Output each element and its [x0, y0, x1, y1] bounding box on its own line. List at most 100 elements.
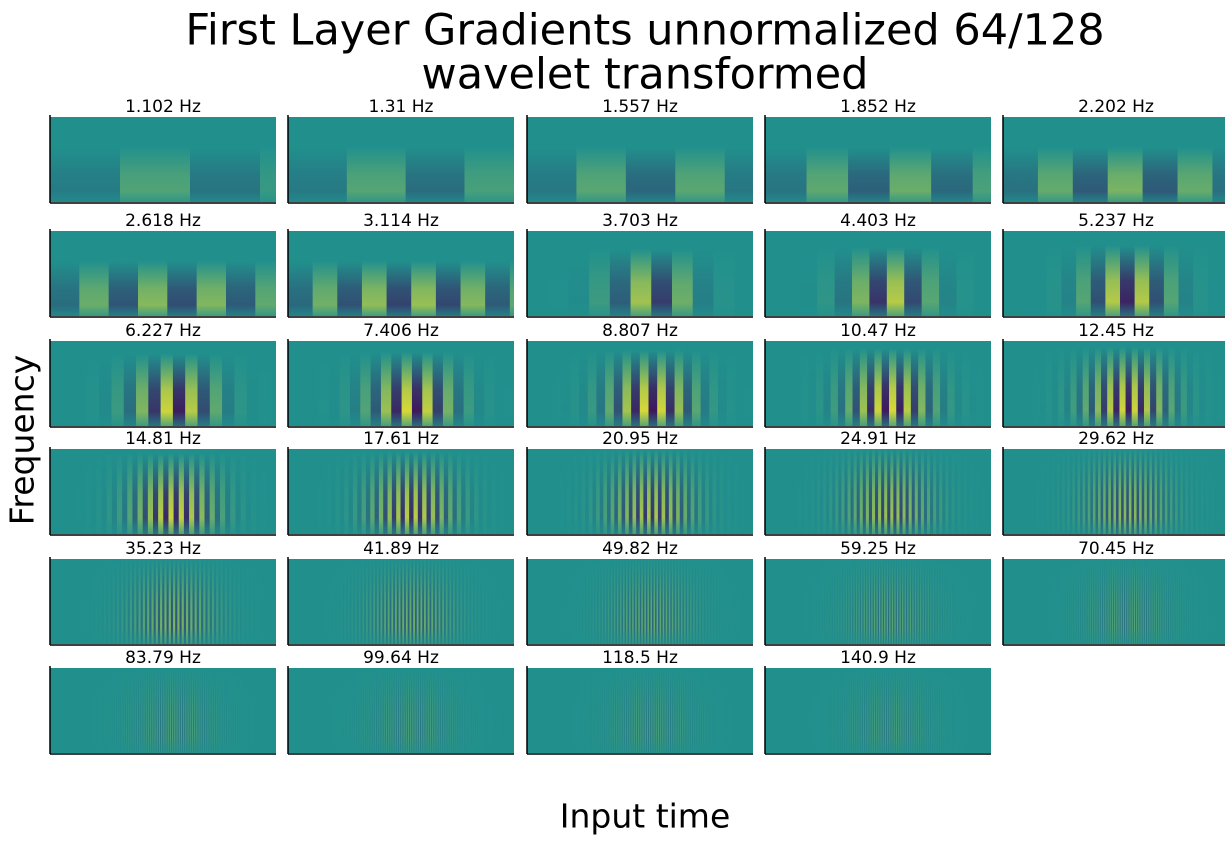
heatmap-stripe — [970, 449, 973, 534]
heatmap-stripe — [793, 559, 794, 644]
heatmap-stripe — [1046, 559, 1047, 644]
heatmap-stripe — [1026, 449, 1029, 534]
heatmap-stripe — [621, 668, 623, 753]
heatmap-stripe — [1113, 559, 1115, 644]
heatmap-stripe — [207, 668, 209, 753]
heatmap-stripe — [633, 668, 635, 753]
heatmap-stripe — [1144, 559, 1146, 644]
heatmap-stripe — [357, 451, 362, 534]
heatmap-panel — [49, 339, 276, 428]
heatmap-stripe — [796, 668, 797, 753]
heatmap-stripe — [871, 449, 876, 534]
heatmap-stripe — [491, 452, 495, 534]
heatmap-stripe — [734, 559, 736, 644]
heatmap-stripe — [134, 559, 137, 644]
heatmap-stripe — [417, 451, 423, 534]
heatmap-stripe — [976, 559, 977, 644]
heatmap-stripe — [1136, 449, 1140, 534]
heatmap-stripe — [670, 668, 672, 753]
heatmap-stripe — [1199, 559, 1200, 644]
heatmap-stripe — [626, 668, 628, 753]
heatmap-stripe — [899, 668, 901, 753]
subplot-title: 20.95 Hz — [602, 429, 678, 449]
heatmap-stripe — [870, 668, 872, 753]
heatmap-stripe — [825, 559, 826, 644]
heatmap-stripe — [923, 449, 928, 534]
heatmap-stripe — [82, 559, 84, 644]
heatmap-stripe — [986, 668, 987, 753]
heatmap-stripe — [396, 451, 401, 534]
heatmap-stripe — [1052, 449, 1055, 534]
heatmap-stripe — [358, 559, 361, 644]
heatmap-stripe — [640, 668, 642, 753]
heatmap-stripe — [1031, 449, 1034, 534]
heatmap-stripe — [868, 559, 871, 644]
heatmap-stripe — [841, 559, 844, 644]
heatmap-stripe — [505, 352, 515, 426]
heatmap-stripe — [506, 668, 507, 753]
heatmap-stripe — [871, 668, 873, 753]
heatmap-stripe — [317, 559, 319, 644]
heatmap-stripe — [260, 668, 261, 753]
heatmap-stripe — [794, 668, 795, 753]
heatmap-stripe — [1082, 559, 1084, 644]
heatmap-stripe — [591, 668, 592, 753]
heatmap-stripe — [1146, 449, 1150, 534]
heatmap-stripe — [828, 668, 829, 753]
heatmap-stripe — [879, 668, 881, 753]
heatmap-stripe — [853, 668, 855, 753]
heatmap-stripe — [163, 668, 165, 753]
heatmap-stripe — [199, 668, 201, 753]
heatmap-stripe — [187, 668, 189, 753]
heatmap-stripe — [400, 668, 402, 753]
heatmap-stripe — [87, 354, 99, 426]
heatmap-stripe — [1050, 559, 1051, 644]
heatmap-stripe — [236, 559, 238, 644]
heatmap-stripe — [956, 559, 957, 644]
heatmap-stripe — [544, 350, 553, 426]
heatmap-stripe — [179, 559, 182, 644]
heatmap-stripe — [140, 668, 142, 753]
heatmap-stripe — [1062, 449, 1065, 534]
heatmap-stripe — [738, 668, 739, 753]
heatmap-stripe — [789, 559, 790, 644]
heatmap-stripe — [467, 559, 470, 644]
heatmap-stripe — [440, 668, 442, 753]
heatmap-stripe — [266, 668, 267, 753]
heatmap-stripe — [676, 559, 678, 644]
heatmap-stripe — [234, 353, 247, 426]
heatmap-stripe — [450, 668, 452, 753]
heatmap-stripe — [662, 559, 665, 644]
heatmap-stripe — [979, 559, 980, 644]
heatmap-stripe — [803, 559, 804, 644]
heatmap-stripe — [1157, 449, 1160, 534]
heatmap-stripe — [921, 247, 940, 316]
heatmap-stripe — [839, 668, 840, 753]
heatmap-stripe — [679, 668, 681, 753]
heatmap-stripe — [727, 668, 728, 753]
heatmap-stripe — [422, 668, 424, 753]
heatmap-stripe — [928, 559, 931, 644]
heatmap-stripe — [612, 559, 614, 644]
heatmap-stripe — [389, 668, 391, 753]
heatmap-stripe — [630, 248, 652, 316]
heatmap-stripe — [479, 668, 480, 753]
heatmap-stripe — [497, 559, 499, 644]
heatmap-stripe — [1157, 559, 1159, 644]
heatmap-stripe — [952, 668, 953, 753]
heatmap-stripe — [923, 559, 926, 644]
heatmap-stripe — [818, 559, 819, 644]
heatmap-stripe — [1093, 559, 1095, 644]
heatmap-stripe — [1042, 559, 1043, 644]
heatmap-stripe — [267, 668, 268, 753]
heatmap-stripe — [76, 668, 77, 753]
heatmap-stripe — [1069, 559, 1070, 644]
heatmap-stripe — [328, 559, 330, 644]
heatmap-pattern — [789, 559, 980, 644]
heatmap-stripe — [131, 668, 133, 753]
heatmap-stripe — [657, 668, 659, 753]
heatmap-stripe — [319, 559, 321, 644]
heatmap-stripe — [876, 559, 878, 644]
heatmap-stripe — [1110, 559, 1112, 644]
heatmap-stripe — [1133, 559, 1135, 644]
